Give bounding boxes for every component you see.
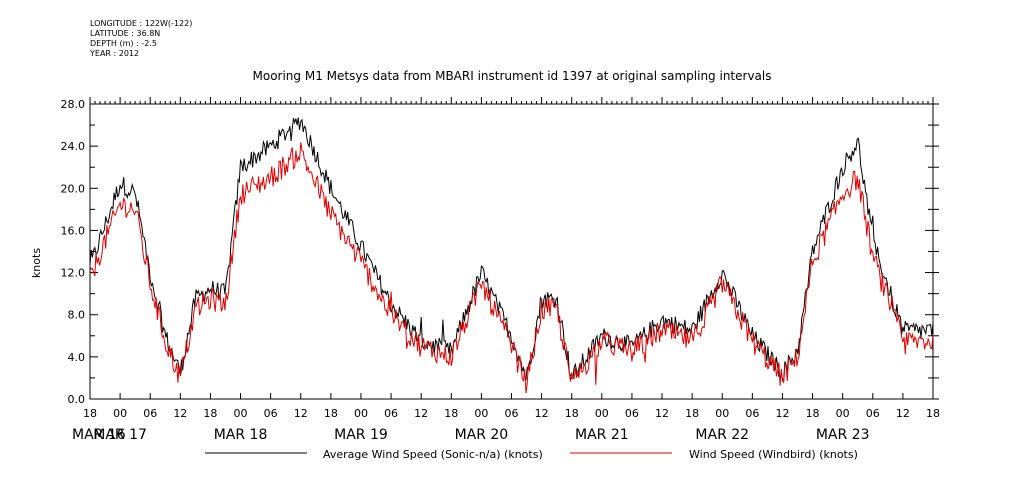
- series-line-1: [89, 142, 934, 394]
- longitude-text: LONGITUDE : 122W(-122): [90, 19, 193, 28]
- x-hour-label: 06: [625, 407, 639, 420]
- legend: Average Wind Speed (Sonic-n/a) (knots) Wi…: [205, 448, 858, 461]
- x-hour-label: 06: [866, 407, 880, 420]
- y-tick-label: 12.0: [61, 267, 86, 280]
- y-tick-label: 8.0: [68, 309, 86, 322]
- x-hour-label: 18: [806, 407, 820, 420]
- y-tick-label: 20.0: [61, 182, 86, 195]
- y-axis-ticks: 0.0 4.0 8.0 12.0 16.0 20.0 24.0 28.0: [61, 98, 939, 406]
- x-hour-label: 12: [896, 407, 910, 420]
- x-hour-label: 00: [715, 407, 729, 420]
- x-hour-label: 18: [324, 407, 338, 420]
- series-layer: [89, 117, 934, 394]
- x-hour-label: 00: [234, 407, 248, 420]
- y-tick-label: 28.0: [61, 98, 86, 111]
- x-hour-label: 18: [685, 407, 699, 420]
- metadata-block: LONGITUDE : 122W(-122) LATITUDE : 36.8N …: [90, 19, 192, 59]
- x-day-label: MAR 22: [695, 427, 749, 443]
- y-axis-label: knots: [30, 248, 43, 278]
- x-hour-label: 12: [655, 407, 669, 420]
- y-tick-label: 0.0: [68, 393, 86, 406]
- x-day-label: MAR 18: [214, 427, 268, 443]
- x-hour-label: 18: [203, 407, 217, 420]
- chart-title: Mooring M1 Metsys data from MBARI instru…: [253, 69, 772, 83]
- x-hour-label: 00: [474, 407, 488, 420]
- x-hour-label: 12: [535, 407, 549, 420]
- x-hour-label: 12: [775, 407, 789, 420]
- x-hour-label: 18: [444, 407, 458, 420]
- latitude-text: LATITUDE : 36.8N: [90, 29, 161, 38]
- x-day-label: MAR 19: [334, 427, 388, 443]
- year-text: YEAR : 2012: [90, 49, 140, 58]
- y-tick-label: 24.0: [61, 140, 86, 153]
- depth-text: DEPTH (m) : -2.5: [90, 39, 157, 48]
- series-line-0: [89, 117, 934, 381]
- x-hour-label: 06: [745, 407, 759, 420]
- y-tick-label: 4.0: [68, 351, 86, 364]
- x-hour-label: 06: [505, 407, 519, 420]
- x-hour-label: 06: [264, 407, 278, 420]
- x-hour-label: 06: [143, 407, 157, 420]
- x-axis-ticks: 18 00 06 12 18 00 06 12 18 00 06 12 18 00 06 12 18 00 06 12…: [72, 393, 940, 443]
- x-hour-label: 12: [173, 407, 187, 420]
- x-hour-label: 18: [565, 407, 579, 420]
- legend-label-1: Wind Speed (Windbird) (knots): [689, 448, 858, 461]
- y-tick-label: 16.0: [61, 224, 86, 237]
- x-hour-label: 12: [414, 407, 428, 420]
- x-day-label: MAR 16: [72, 427, 126, 443]
- x-hour-label: 12: [294, 407, 308, 420]
- x-day-label: MAR 23: [816, 427, 870, 443]
- plot-frame: [89, 103, 934, 400]
- x-hour-label: 18: [926, 407, 940, 420]
- x-hour-label: 06: [384, 407, 398, 420]
- x-day-label: MAR 17: [93, 427, 147, 443]
- x-hour-label: 00: [595, 407, 609, 420]
- x-hour-label: 00: [836, 407, 850, 420]
- x-day-label: MAR 20: [455, 427, 509, 443]
- legend-label-0: Average Wind Speed (Sonic-n/a) (knots): [323, 448, 543, 461]
- minor-ticks: [89, 97, 934, 104]
- x-day-label: MAR 21: [575, 427, 629, 443]
- x-hour-label: 18: [83, 407, 97, 420]
- x-hour-label: 00: [354, 407, 368, 420]
- x-hour-label: 00: [113, 407, 127, 420]
